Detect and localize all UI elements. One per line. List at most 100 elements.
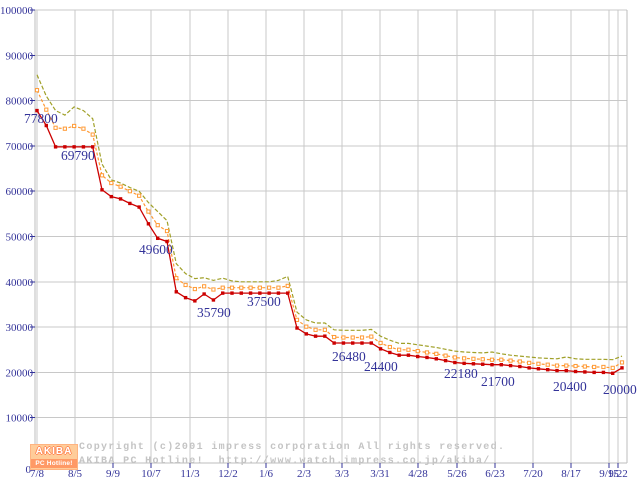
marker-square bbox=[323, 334, 327, 338]
marker-square bbox=[397, 353, 401, 357]
marker-open-square bbox=[332, 334, 337, 340]
marker-open-square bbox=[350, 335, 355, 340]
marker-square bbox=[518, 364, 522, 369]
marker-open-square bbox=[452, 355, 457, 360]
marker-open-square bbox=[619, 360, 625, 365]
price-annotation: 24400 bbox=[364, 359, 398, 374]
marker-square bbox=[100, 188, 104, 192]
marker-open-square bbox=[424, 350, 430, 355]
marker-square bbox=[573, 369, 578, 374]
series-markers-red-solid bbox=[35, 108, 624, 376]
marker-square bbox=[378, 347, 383, 351]
marker-open-square bbox=[517, 359, 522, 364]
marker-open-square bbox=[554, 363, 560, 368]
marker-open-square bbox=[118, 184, 123, 189]
marker-open-square bbox=[508, 358, 513, 363]
marker-square bbox=[44, 123, 48, 128]
marker-open-square bbox=[378, 340, 383, 346]
series-line-orange-dashed bbox=[36, 89, 623, 369]
marker-open-square bbox=[220, 285, 225, 290]
marker-open-square bbox=[53, 125, 58, 130]
y-axis-label: 80000 bbox=[6, 96, 34, 108]
x-axis-label: 7/20 bbox=[523, 468, 543, 480]
marker-open-square bbox=[480, 357, 485, 362]
marker-square bbox=[527, 366, 531, 370]
price-annotation: 37500 bbox=[247, 294, 281, 309]
marker-open-square bbox=[341, 335, 346, 340]
marker-square bbox=[211, 298, 216, 302]
x-axis-label: 5/26 bbox=[447, 468, 467, 480]
copyright-text-line1: Copyright (c)2001 impress corporation Al… bbox=[79, 442, 506, 453]
marker-square bbox=[239, 291, 243, 295]
marker-square bbox=[165, 239, 169, 244]
marker-square bbox=[156, 236, 160, 241]
marker-square bbox=[592, 370, 596, 375]
marker-open-square bbox=[387, 344, 392, 350]
marker-square bbox=[53, 145, 58, 149]
marker-square bbox=[462, 361, 466, 366]
marker-open-square bbox=[471, 356, 476, 361]
marker-square bbox=[137, 205, 141, 209]
marker-open-square bbox=[229, 285, 235, 290]
marker-square bbox=[490, 362, 494, 367]
marker-open-square bbox=[406, 347, 411, 352]
x-axis-label: 9/15 bbox=[599, 468, 619, 480]
marker-open-square bbox=[443, 353, 448, 358]
marker-open-square bbox=[202, 284, 207, 289]
x-axis-label: 8/17 bbox=[561, 468, 581, 480]
akiba-pc-hotline-logo: AKIBA PC Hotline! bbox=[30, 444, 78, 470]
marker-square bbox=[202, 292, 206, 296]
price-annotation: 20400 bbox=[553, 379, 587, 394]
marker-square bbox=[369, 341, 373, 345]
marker-open-square bbox=[369, 334, 374, 339]
marker-square bbox=[360, 341, 364, 345]
marker-square bbox=[35, 108, 39, 113]
marker-open-square bbox=[285, 283, 290, 288]
y-axis-label: 70000 bbox=[6, 141, 34, 153]
tick-marks bbox=[30, 9, 619, 468]
marker-open-square bbox=[545, 362, 550, 367]
marker-square bbox=[406, 353, 411, 357]
marker-square bbox=[81, 145, 86, 149]
marker-square bbox=[388, 350, 392, 355]
marker-open-square bbox=[257, 285, 262, 290]
x-axis-label: 3/31 bbox=[370, 468, 390, 480]
marker-open-square bbox=[499, 357, 504, 362]
marker-square bbox=[91, 145, 95, 149]
marker-open-square bbox=[564, 363, 569, 368]
marker-square bbox=[453, 360, 457, 365]
marker-open-square bbox=[155, 223, 160, 228]
price-annotation: 21700 bbox=[481, 374, 515, 389]
marker-open-square bbox=[183, 282, 188, 288]
marker-square bbox=[286, 291, 290, 295]
marker-square bbox=[174, 290, 178, 294]
x-axis-label: 12/2 bbox=[218, 468, 238, 480]
marker-square bbox=[118, 197, 123, 201]
marker-open-square bbox=[582, 364, 587, 369]
y-axis-label: 60000 bbox=[6, 186, 34, 198]
marker-square bbox=[499, 362, 503, 367]
y-axis-label: 50000 bbox=[6, 232, 34, 244]
marker-square bbox=[72, 145, 76, 149]
marker-square bbox=[434, 357, 438, 361]
marker-open-square bbox=[313, 327, 318, 332]
x-axis-label: 7/8 bbox=[30, 468, 45, 480]
x-axis-labels: 7/8 8/5 9/9 10/7 11/3 12/2 1/6 2/3 3/3 3/31 4/28 5/… bbox=[30, 468, 628, 480]
marker-square bbox=[258, 291, 262, 295]
price-annotation: 77800 bbox=[24, 111, 58, 126]
marker-open-square bbox=[322, 327, 327, 332]
marker-square bbox=[248, 291, 253, 295]
marker-square bbox=[230, 291, 234, 295]
marker-open-square bbox=[610, 365, 615, 370]
marker-square bbox=[313, 334, 318, 338]
y-axis-label: 30000 bbox=[6, 322, 34, 334]
logo-akiba-text: AKIBA bbox=[35, 446, 73, 457]
y-axis-label: 40000 bbox=[6, 277, 34, 289]
y-axis-label: 10000 bbox=[6, 413, 34, 425]
marker-open-square bbox=[397, 347, 402, 352]
marker-square bbox=[295, 326, 299, 330]
marker-square bbox=[267, 291, 271, 295]
marker-open-square bbox=[239, 285, 244, 290]
